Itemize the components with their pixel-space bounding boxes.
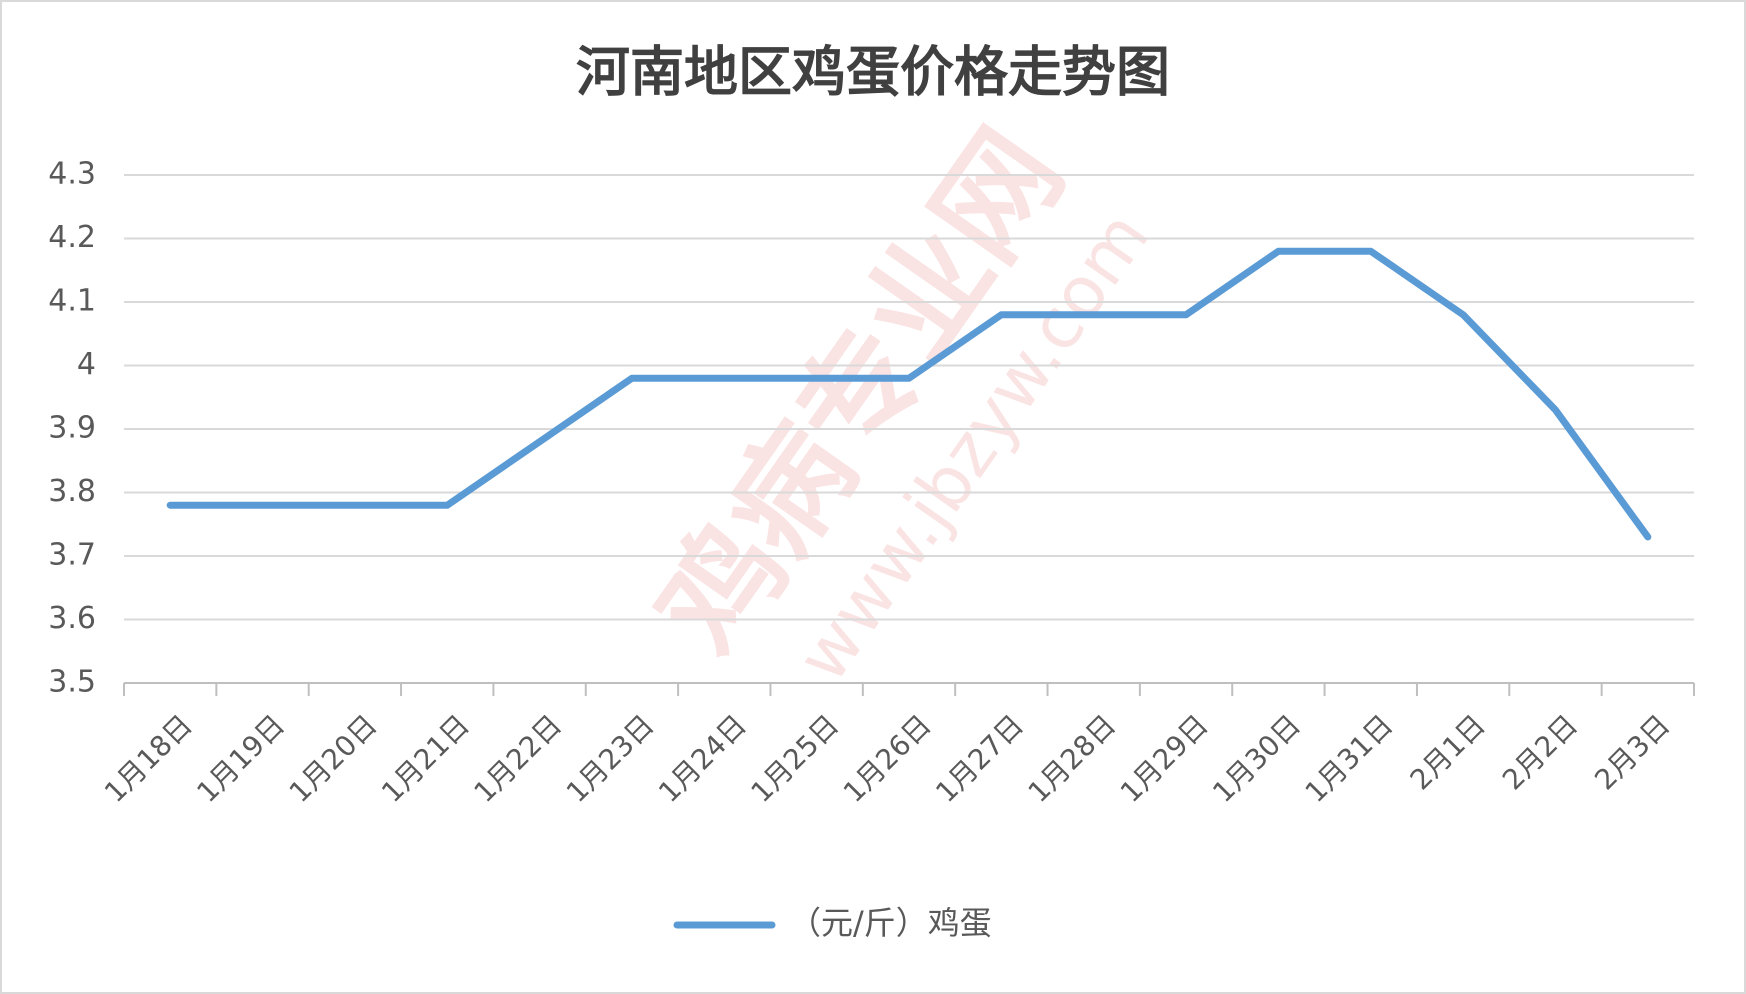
y-tick-label: 3.7 <box>48 538 96 573</box>
chart-title: 河南地区鸡蛋价格走势图 <box>576 41 1170 104</box>
legend-label: （元/斤）鸡蛋 <box>789 904 992 942</box>
y-tick-label: 4 <box>77 347 96 382</box>
y-tick-label: 3.6 <box>48 601 96 636</box>
y-tick-label: 4.2 <box>48 220 96 255</box>
y-tick-label: 3.5 <box>48 665 96 700</box>
y-tick-label: 3.9 <box>48 411 96 446</box>
line-series <box>166 247 1652 541</box>
y-tick-label: 4.3 <box>48 157 96 192</box>
y-tick-label: 4.1 <box>48 284 96 319</box>
y-tick-label: 3.8 <box>48 474 96 509</box>
